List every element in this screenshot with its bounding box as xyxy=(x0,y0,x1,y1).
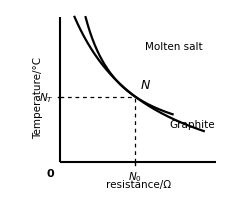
Text: Temperature/°C: Temperature/°C xyxy=(33,56,43,138)
Text: Graphite: Graphite xyxy=(170,120,215,130)
Text: resistance/Ω: resistance/Ω xyxy=(106,180,171,190)
Text: $N_T$: $N_T$ xyxy=(40,90,54,104)
Text: $N_0$: $N_0$ xyxy=(128,169,142,183)
Text: Molten salt: Molten salt xyxy=(145,42,202,52)
Text: 0: 0 xyxy=(46,168,54,178)
Text: $N$: $N$ xyxy=(140,79,151,91)
